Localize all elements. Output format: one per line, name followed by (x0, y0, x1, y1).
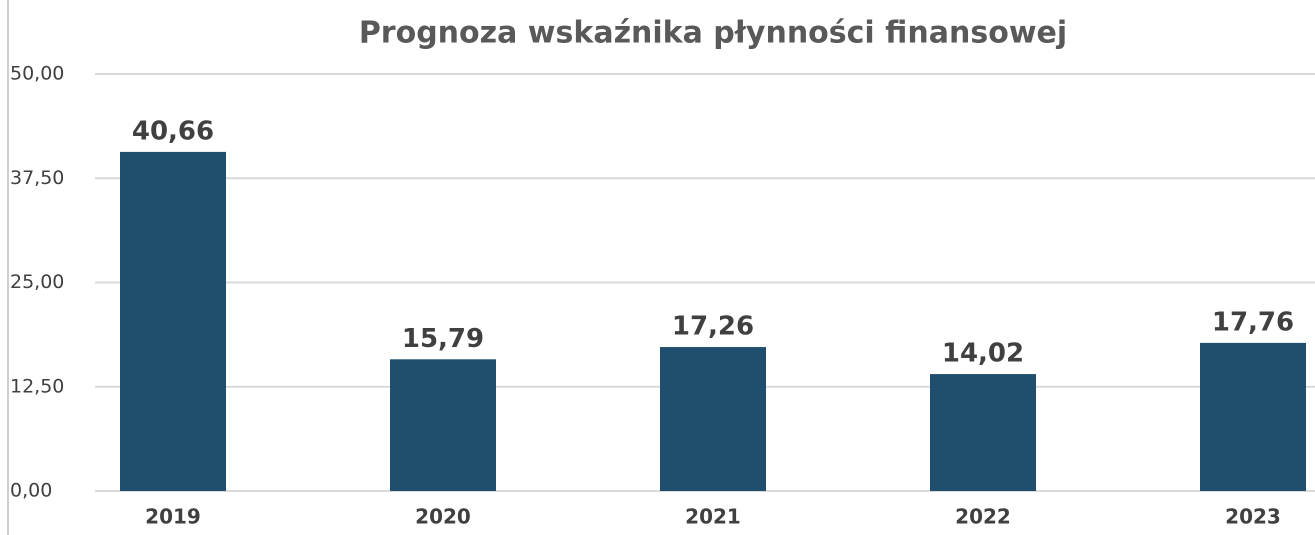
y-tick-label: 0,00 (10, 480, 52, 502)
data-label: 17,76 (1212, 307, 1294, 337)
x-tick-label: 2023 (1225, 505, 1281, 529)
x-tick-label: 2022 (955, 505, 1011, 529)
data-label: 17,26 (672, 312, 754, 342)
bar (120, 151, 226, 491)
bar (1200, 342, 1306, 491)
bar (660, 347, 766, 491)
chart-title: Prognoza wskaźnika płynności finansowej (359, 16, 1067, 51)
y-tick-label: 12,50 (10, 375, 64, 397)
data-label: 40,66 (132, 116, 214, 146)
bar (390, 359, 496, 491)
data-label: 15,79 (402, 324, 484, 354)
x-tick-label: 2021 (685, 505, 741, 529)
y-tick-label: 50,00 (10, 63, 64, 85)
y-tick-label: 37,50 (10, 167, 64, 189)
x-tick-label: 2019 (145, 505, 201, 529)
data-label: 14,02 (942, 339, 1024, 369)
y-tick-label: 25,00 (10, 271, 64, 293)
bar (930, 374, 1036, 491)
x-tick-label: 2020 (415, 505, 471, 529)
